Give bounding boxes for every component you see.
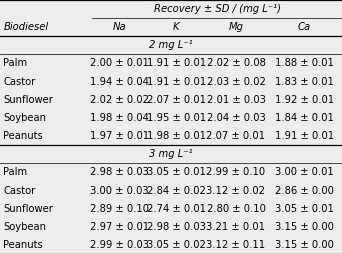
Text: Palm: Palm xyxy=(3,167,28,177)
Text: 2.00 ± 0.01: 2.00 ± 0.01 xyxy=(90,58,149,69)
Text: Biodiesel: Biodiesel xyxy=(3,22,49,32)
Text: Soybean: Soybean xyxy=(3,113,47,123)
Text: 1.98 ± 0.01: 1.98 ± 0.01 xyxy=(147,131,206,141)
Text: 3.05 ± 0.01: 3.05 ± 0.01 xyxy=(275,204,334,214)
Text: 1.83 ± 0.01: 1.83 ± 0.01 xyxy=(275,77,334,87)
Text: 2.97 ± 0.01: 2.97 ± 0.01 xyxy=(90,222,149,232)
Text: 3.05 ± 0.02: 3.05 ± 0.02 xyxy=(147,240,206,250)
Text: 1.88 ± 0.01: 1.88 ± 0.01 xyxy=(275,58,334,69)
Text: 1.95 ± 0.01: 1.95 ± 0.01 xyxy=(147,113,206,123)
Text: 1.97 ± 0.01: 1.97 ± 0.01 xyxy=(90,131,149,141)
Text: Na: Na xyxy=(113,22,127,32)
Text: 1.94 ± 0.04: 1.94 ± 0.04 xyxy=(90,77,149,87)
Text: Castor: Castor xyxy=(3,185,36,196)
Text: Sunflower: Sunflower xyxy=(3,95,53,105)
Text: 3.12 ± 0.11: 3.12 ± 0.11 xyxy=(207,240,265,250)
Text: 2.98 ± 0.03: 2.98 ± 0.03 xyxy=(147,222,206,232)
Text: 3.15 ± 0.00: 3.15 ± 0.00 xyxy=(275,240,334,250)
Text: 1.91 ± 0.01: 1.91 ± 0.01 xyxy=(275,131,334,141)
Text: 2.04 ± 0.03: 2.04 ± 0.03 xyxy=(207,113,265,123)
Text: 2.74 ± 0.01: 2.74 ± 0.01 xyxy=(147,204,206,214)
Text: Sunflower: Sunflower xyxy=(3,204,53,214)
Text: 2.89 ± 0.10: 2.89 ± 0.10 xyxy=(90,204,149,214)
Text: 2.99 ± 0.03: 2.99 ± 0.03 xyxy=(90,240,149,250)
Text: Peanuts: Peanuts xyxy=(3,240,43,250)
Text: 2 mg L⁻¹: 2 mg L⁻¹ xyxy=(149,40,193,50)
Text: 1.92 ± 0.01: 1.92 ± 0.01 xyxy=(275,95,334,105)
Text: 2.02 ± 0.02: 2.02 ± 0.02 xyxy=(90,95,149,105)
Text: 3.05 ± 0.01: 3.05 ± 0.01 xyxy=(147,167,206,177)
Text: 1.98 ± 0.04: 1.98 ± 0.04 xyxy=(90,113,149,123)
Text: Peanuts: Peanuts xyxy=(3,131,43,141)
Text: 2.03 ± 0.02: 2.03 ± 0.02 xyxy=(207,77,265,87)
Text: 1.91 ± 0.01: 1.91 ± 0.01 xyxy=(147,58,206,69)
Text: 2.07 ± 0.01: 2.07 ± 0.01 xyxy=(147,95,206,105)
Text: Mg: Mg xyxy=(228,22,244,32)
Text: 2.01 ± 0.03: 2.01 ± 0.03 xyxy=(207,95,265,105)
Text: Ca: Ca xyxy=(298,22,311,32)
Text: 2.84 ± 0.02: 2.84 ± 0.02 xyxy=(147,185,206,196)
Text: 1.91 ± 0.01: 1.91 ± 0.01 xyxy=(147,77,206,87)
Text: Soybean: Soybean xyxy=(3,222,47,232)
Text: 3.21 ± 0.01: 3.21 ± 0.01 xyxy=(207,222,265,232)
Text: 3 mg L⁻¹: 3 mg L⁻¹ xyxy=(149,149,193,159)
Text: Palm: Palm xyxy=(3,58,28,69)
Text: 3.00 ± 0.03: 3.00 ± 0.03 xyxy=(90,185,149,196)
Text: 1.84 ± 0.01: 1.84 ± 0.01 xyxy=(275,113,334,123)
Text: 3.12 ± 0.02: 3.12 ± 0.02 xyxy=(207,185,265,196)
Text: 2.98 ± 0.03: 2.98 ± 0.03 xyxy=(90,167,149,177)
Text: 2.99 ± 0.10: 2.99 ± 0.10 xyxy=(207,167,265,177)
Text: 3.00 ± 0.01: 3.00 ± 0.01 xyxy=(275,167,334,177)
Text: K: K xyxy=(173,22,180,32)
Text: 2.86 ± 0.00: 2.86 ± 0.00 xyxy=(275,185,334,196)
Text: Castor: Castor xyxy=(3,77,36,87)
Text: 3.15 ± 0.00: 3.15 ± 0.00 xyxy=(275,222,334,232)
Text: 2.07 ± 0.01: 2.07 ± 0.01 xyxy=(207,131,265,141)
Text: 2.80 ± 0.10: 2.80 ± 0.10 xyxy=(207,204,265,214)
Text: Recovery ± SD / (mg L⁻¹): Recovery ± SD / (mg L⁻¹) xyxy=(154,4,281,14)
Text: 2.02 ± 0.08: 2.02 ± 0.08 xyxy=(207,58,265,69)
